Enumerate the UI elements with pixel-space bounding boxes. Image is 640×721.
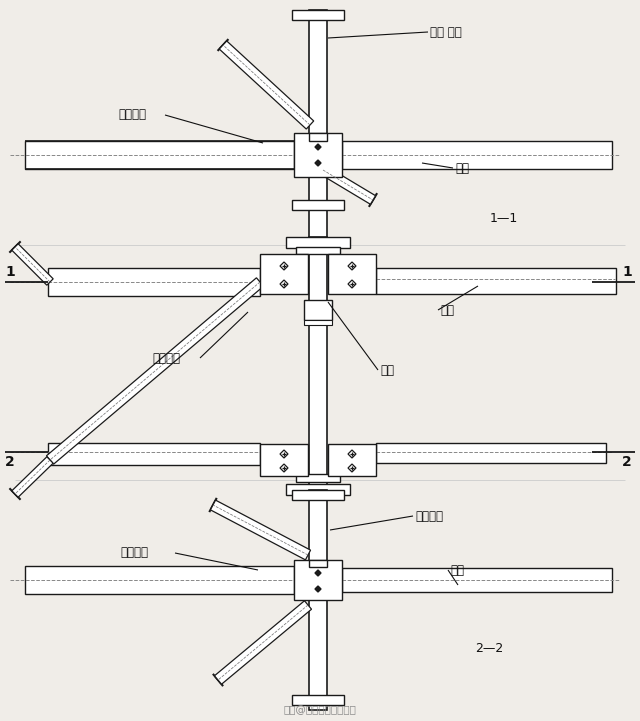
Bar (309, 237, 327, 497)
Bar (294, 133, 342, 177)
Polygon shape (47, 278, 264, 464)
Text: 系杆: 系杆 (440, 304, 454, 317)
Bar (342, 568, 612, 592)
Polygon shape (220, 41, 314, 129)
Text: 头条@建筑工程资料乐享: 头条@建筑工程资料乐享 (284, 705, 356, 715)
Bar (294, 560, 342, 600)
Bar (309, 10, 327, 245)
Text: 笺向支撇: 笺向支撇 (152, 352, 180, 365)
Bar (292, 200, 344, 210)
Bar (260, 254, 308, 294)
Bar (328, 254, 376, 294)
Bar (25, 141, 294, 169)
Polygon shape (315, 570, 321, 576)
Polygon shape (315, 144, 321, 150)
Bar (304, 300, 332, 320)
Bar (296, 247, 340, 254)
Text: 系杆: 系杆 (450, 564, 464, 577)
Bar (328, 444, 376, 476)
Polygon shape (348, 262, 356, 270)
Bar (260, 444, 308, 476)
Bar (48, 268, 260, 296)
Text: 屋架下弦: 屋架下弦 (415, 510, 443, 523)
Polygon shape (348, 464, 356, 472)
Text: 屋架 上弦: 屋架 上弦 (430, 25, 461, 38)
Polygon shape (348, 280, 356, 288)
Text: 2: 2 (622, 455, 632, 469)
Bar (286, 237, 350, 248)
Text: 2: 2 (5, 455, 15, 469)
Polygon shape (280, 450, 288, 458)
Text: 1: 1 (5, 265, 15, 279)
Bar (304, 320, 332, 325)
Text: 下弦支撇: 下弦支撇 (120, 547, 148, 559)
Bar (25, 566, 294, 594)
Polygon shape (280, 464, 288, 472)
Bar (309, 133, 327, 141)
Bar (309, 560, 327, 567)
Bar (376, 443, 606, 463)
Polygon shape (214, 601, 312, 684)
Bar (292, 10, 344, 20)
Polygon shape (348, 450, 356, 458)
Polygon shape (211, 500, 310, 560)
Text: 2—2: 2—2 (475, 642, 503, 655)
Text: 1: 1 (622, 265, 632, 279)
Text: 系杆: 系杆 (455, 162, 469, 174)
Bar (48, 443, 260, 465)
Bar (296, 474, 340, 482)
Bar (292, 490, 344, 500)
Polygon shape (12, 244, 53, 286)
Bar (292, 695, 344, 705)
Text: 1—1: 1—1 (490, 211, 518, 224)
Bar (309, 490, 327, 710)
Bar (286, 484, 350, 495)
Text: 上弦支撇: 上弦支撇 (118, 108, 146, 122)
Polygon shape (315, 586, 321, 592)
Bar (342, 141, 612, 169)
Polygon shape (280, 262, 288, 270)
Text: 屋架: 屋架 (380, 363, 394, 376)
Polygon shape (321, 166, 376, 204)
Polygon shape (12, 457, 53, 497)
Polygon shape (280, 280, 288, 288)
Polygon shape (315, 160, 321, 166)
Bar (376, 268, 616, 294)
